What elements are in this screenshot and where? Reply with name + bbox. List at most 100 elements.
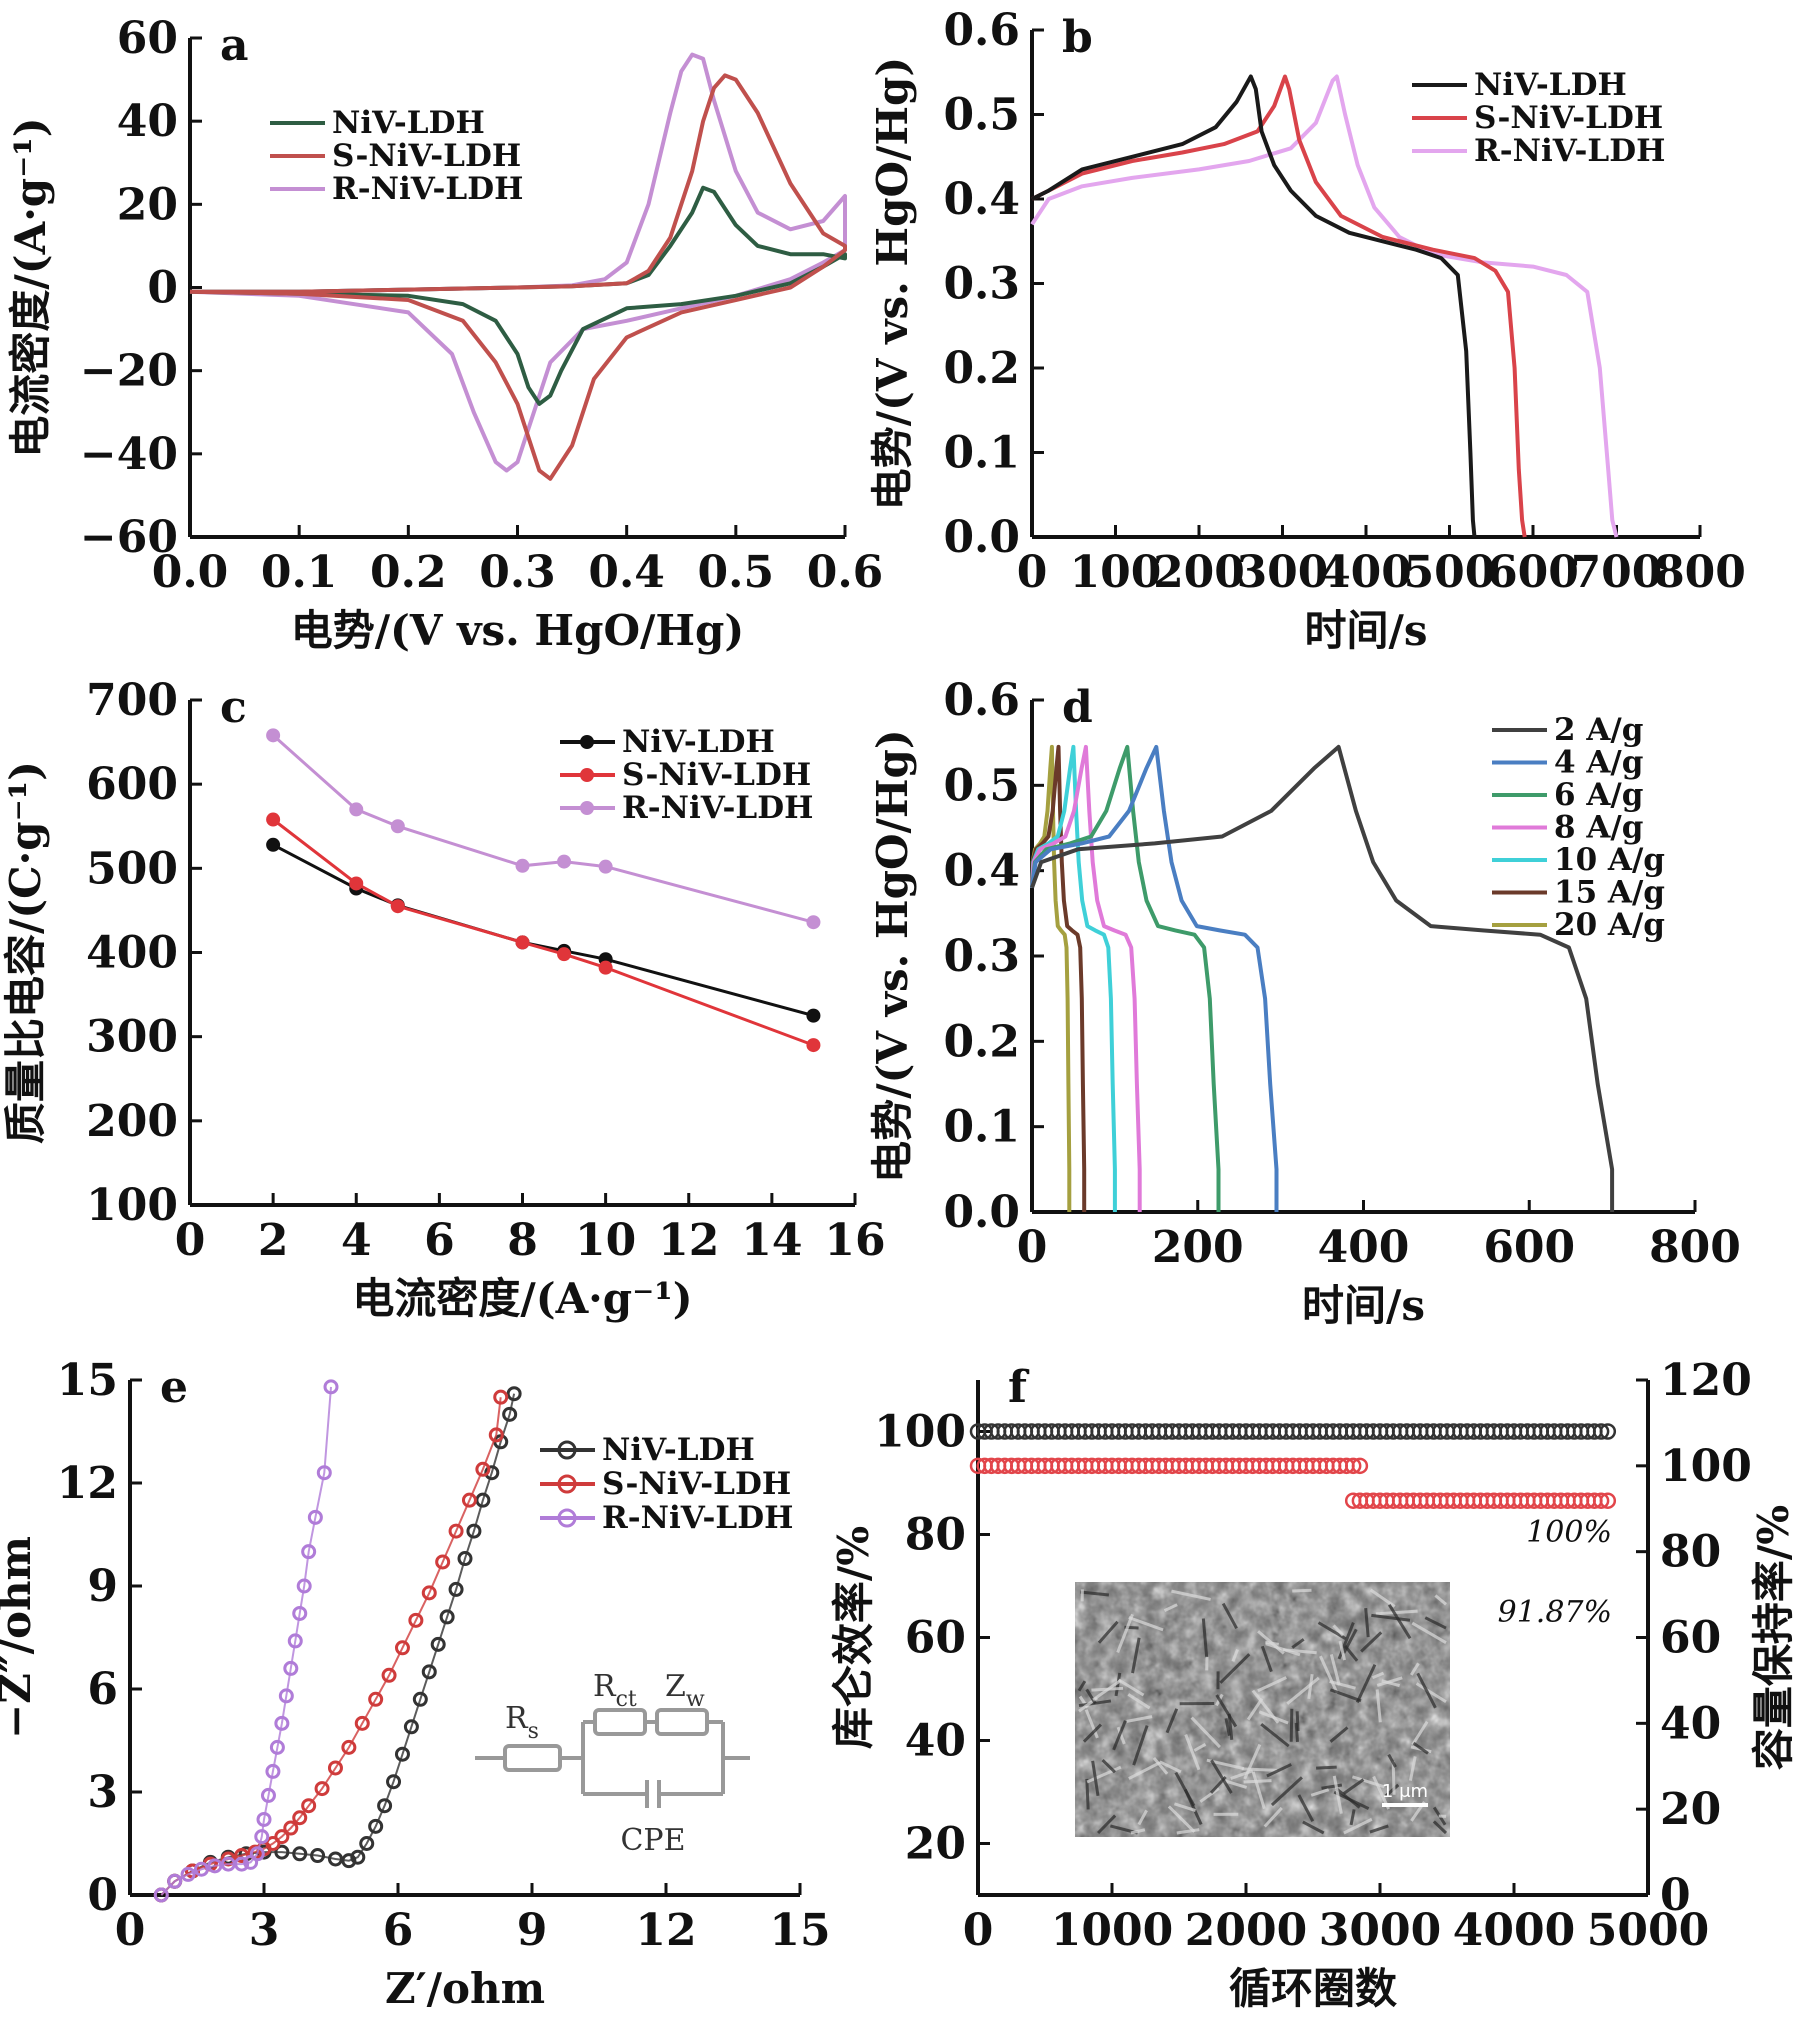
legend-label: 4 A/g: [1554, 745, 1643, 781]
x-axis-label: 循环圈数: [1229, 1964, 1397, 2013]
y-tick-label: 9: [87, 1561, 118, 1612]
data-point: [350, 1849, 366, 1865]
data-point: [274, 1829, 290, 1845]
data-point: [341, 1739, 357, 1755]
sem-fiber: [1265, 1642, 1301, 1657]
legend-entry: 20 A/g: [1492, 907, 1665, 943]
y-axis-label: 电势/(V vs. HgO/Hg): [868, 57, 917, 511]
y-tick-label: 15: [57, 1355, 118, 1406]
panel-label: c: [220, 682, 247, 733]
data-point: [390, 899, 405, 914]
legend-entry: NiV-LDH: [560, 724, 775, 760]
panel-label: f: [1008, 1362, 1030, 1413]
sem-fiber: [1131, 1637, 1141, 1674]
data-point: [806, 1038, 821, 1053]
panel-label: b: [1062, 12, 1093, 63]
sem-fiber: [1230, 1769, 1254, 1780]
data-point: [408, 1612, 424, 1628]
x-tick-label: 2: [258, 1215, 289, 1266]
legend-label: S-NiV-LDH: [622, 757, 811, 793]
data-point: [301, 1544, 317, 1560]
data-point: [421, 1585, 437, 1601]
sem-fiber: [1391, 1761, 1396, 1795]
data-point: [310, 1848, 326, 1864]
y-tick-label: 0.1: [943, 1102, 1020, 1153]
x-tick-label: 800: [1649, 1222, 1741, 1273]
x-tick-label: 0.2: [370, 547, 447, 598]
series-line-2 A/g: [1030, 744, 1615, 1212]
sem-fiber: [1432, 1820, 1448, 1835]
data-point: [265, 1763, 281, 1779]
sem-fiber: [1319, 1655, 1339, 1695]
data-point: [249, 1846, 265, 1862]
data-point: [598, 859, 613, 874]
sem-fiber: [1126, 1715, 1153, 1723]
sem-fiber: [1116, 1613, 1134, 1653]
sem-fiber: [1332, 1624, 1345, 1637]
legend-marker: [557, 1474, 577, 1494]
y-tick-label: 0.4: [943, 174, 1020, 225]
x-tick-label: 0: [175, 1215, 206, 1266]
x-tick-label: 4: [341, 1215, 372, 1266]
x-tick-label: 400: [1320, 547, 1412, 598]
panel-a: 0.0 0.1 0.2 0.3 0.4 0.5 0.6 60 40 20 0 −20 −40 −60 电势/…: [6, 13, 883, 655]
data-point: [349, 876, 364, 891]
sem-fiber: [1381, 1679, 1401, 1688]
legend-label: NiV-LDH: [602, 1432, 755, 1468]
x-tick-label: 9: [517, 1905, 548, 1956]
data-point: [266, 728, 281, 743]
sem-fiber: [1329, 1679, 1356, 1690]
data-point: [502, 1406, 518, 1422]
sem-fiber: [1286, 1676, 1320, 1705]
legend-entry: S-NiV-LDH: [270, 138, 521, 174]
sem-fiber: [1310, 1788, 1330, 1797]
data-point: [394, 1640, 410, 1656]
data-point: [448, 1523, 464, 1539]
data-point: [457, 1551, 473, 1567]
sem-fiber: [1364, 1607, 1370, 1638]
sem-fiber: [1190, 1716, 1221, 1749]
y-axis-label: 库仑效率/%: [829, 1526, 878, 1749]
sem-fiber: [1101, 1759, 1117, 1774]
label-zw: Zw: [665, 1669, 705, 1712]
sem-fiber: [1097, 1620, 1119, 1644]
y-tick-label: 12: [57, 1458, 118, 1509]
data-point: [349, 802, 364, 817]
data-point: [180, 1866, 196, 1882]
y-right-tick-label: 40: [1660, 1698, 1721, 1749]
legend-label: 6 A/g: [1554, 777, 1643, 813]
sem-fiber: [1321, 1783, 1343, 1790]
x-tick-label: 1000: [1051, 1905, 1173, 1956]
y-tick-label: −60: [80, 512, 178, 563]
y-tick-label: 20: [905, 1819, 966, 1870]
x-tick-label: 300: [1237, 547, 1329, 598]
y-axis-label: 质量比电容/(C·g⁻¹): [1, 761, 50, 1144]
y-tick-label: 40: [905, 1716, 966, 1767]
data-point: [466, 1523, 482, 1539]
panel-label: e: [160, 1362, 188, 1413]
sem-fiber: [1338, 1640, 1346, 1661]
data-point: [394, 1746, 410, 1762]
y-tick-label: 500: [86, 843, 178, 894]
series-R-NiV-LDH: [153, 1379, 339, 1903]
right-axis: 120 100 80 60 40 20 0 容量保持率/%: [1636, 1355, 1798, 1921]
legend-label: 15 A/g: [1554, 875, 1665, 911]
sem-fiber: [1224, 1718, 1231, 1737]
legend-label: S-NiV-LDH: [602, 1466, 791, 1502]
sem-fiber: [1283, 1648, 1317, 1655]
x-tick-label: 5000: [1587, 1905, 1709, 1956]
x-tick-label: 0.3: [479, 547, 556, 598]
legend-entry: S-NiV-LDH: [1412, 100, 1663, 136]
sem-fiber: [1084, 1709, 1099, 1739]
sem-fiber: [1159, 1760, 1182, 1774]
legend-label: 8 A/g: [1554, 810, 1643, 846]
y-tick-label: 60: [905, 1613, 966, 1664]
legend-entry: R-NiV-LDH: [270, 171, 523, 207]
sem-fiber: [1316, 1765, 1337, 1770]
series-R-NiV-LDH: [266, 728, 821, 930]
series-line-R-NiV-LDH: [1030, 74, 1619, 538]
sem-fiber: [1091, 1760, 1100, 1797]
data-point: [598, 960, 613, 975]
